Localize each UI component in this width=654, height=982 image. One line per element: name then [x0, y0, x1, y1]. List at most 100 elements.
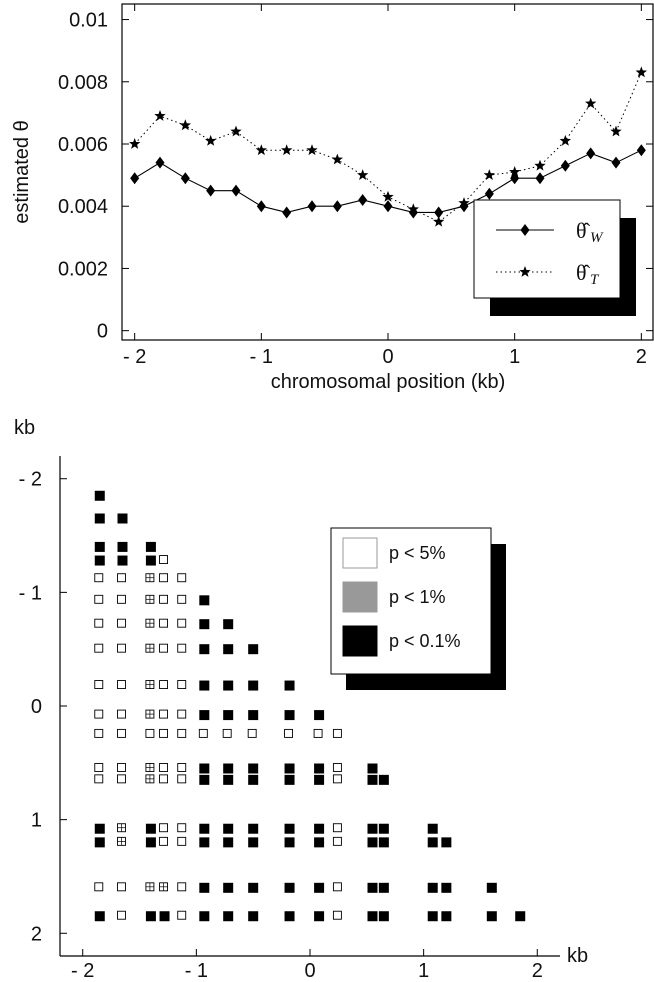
ld-cell-p01: [284, 763, 295, 774]
ld-cell-p5: [94, 594, 104, 604]
ld-cell-p5: [117, 618, 126, 628]
ld-cell-p01: [427, 882, 438, 893]
diamond-marker: [231, 184, 241, 197]
diamond-marker: [206, 184, 216, 197]
ld-cell-p5: [332, 882, 342, 892]
star-marker: [357, 169, 369, 180]
ld-cell-p5: [177, 728, 187, 738]
diamond-marker: [434, 206, 444, 219]
ld-cell-p5: [332, 910, 342, 920]
ld-cell-p01: [441, 837, 452, 848]
ld-cell-p5: [177, 836, 187, 846]
ld-cell-p01: [248, 644, 259, 655]
ld-cell-p5: [117, 573, 126, 583]
legend-swatch: [342, 625, 378, 657]
ld-cell-p01: [378, 823, 389, 834]
diamond-marker: [586, 147, 596, 160]
ld-cell-p01: [199, 763, 210, 774]
ld-cell-p5: [145, 728, 155, 738]
star-marker: [483, 169, 495, 180]
star-marker: [534, 159, 546, 171]
ld-cell-p01: [223, 837, 234, 848]
legend-label: p < 1%: [389, 587, 446, 607]
star-marker: [306, 144, 318, 156]
ld-cell-p01: [367, 882, 378, 893]
star-marker: [610, 125, 622, 137]
ld-cell-p01: [378, 774, 389, 785]
ld-cell-p01: [117, 513, 128, 524]
y-axis-label: kb: [14, 417, 35, 439]
diamond-marker: [611, 156, 621, 169]
ld-cell-p5: [159, 594, 168, 604]
x-tick-label: - 1: [185, 960, 208, 982]
ld-cell-p5: [198, 728, 208, 738]
ld-cell-p5: [159, 728, 168, 738]
ld-cell-p5: [117, 910, 126, 920]
ld-cell-p01: [223, 644, 234, 655]
ld-cell-p01: [367, 911, 378, 922]
ld-cell-p01: [248, 774, 259, 785]
ld-cell-p5: [177, 763, 187, 772]
x-tick-label: 1: [509, 346, 520, 368]
ld-cell-p01: [284, 710, 295, 721]
diamond-marker: [636, 144, 646, 157]
ld-cell-p01: [94, 555, 105, 566]
x-tick-label: 0: [382, 346, 393, 368]
ld-cell-p5: [117, 643, 126, 653]
star-marker: [407, 203, 419, 215]
ld-cell-p5: [332, 763, 342, 772]
ld-cell-p5: [177, 709, 187, 719]
ld-cell-p01: [427, 823, 438, 834]
legend-label: p < 0.1%: [389, 631, 461, 651]
ld-cell-p01: [378, 911, 389, 922]
ld-cell-p5: [159, 709, 168, 719]
ld-cell-p5: [159, 643, 168, 653]
ld-cell-p01: [223, 882, 234, 893]
y-tick-label: 2: [31, 923, 42, 945]
diamond-marker: [383, 200, 393, 213]
legend: θ̂ Wθ̂ T: [473, 199, 636, 316]
ld-cell-p5: [159, 836, 168, 846]
y-tick-label: 0: [31, 696, 42, 718]
ld-cell-p01: [284, 882, 295, 893]
ld-cell-p01: [486, 911, 497, 922]
ld-cell-p5: [159, 823, 168, 833]
ld-cell-p01: [94, 911, 105, 922]
ld-cell-p01: [145, 911, 156, 922]
ld-cell-p5: [159, 680, 168, 689]
ld-cell-p01: [94, 823, 105, 834]
y-axis-label: estimated θ: [11, 120, 33, 223]
star-marker: [129, 138, 141, 149]
ld-cell-p5: [159, 555, 168, 564]
ld-cell-p01: [199, 823, 210, 834]
diamond-marker: [256, 200, 266, 213]
star-marker: [585, 97, 597, 109]
diamond-marker: [560, 159, 570, 172]
ld-cell-p01: [314, 911, 325, 922]
ld-cell-p01: [199, 774, 210, 785]
y-tick-label: 0.01: [69, 10, 108, 32]
ld-cell-p01: [223, 619, 234, 630]
star-marker: [230, 125, 242, 137]
diamond-marker: [130, 172, 140, 185]
diamond-marker: [282, 206, 292, 219]
ld-cell-p5: [332, 774, 342, 784]
ld-cell-p5: [159, 618, 168, 628]
ld-cell-p01: [284, 774, 295, 785]
ld-cell-p01: [441, 882, 452, 893]
ld-cell-p01: [248, 823, 259, 834]
tick-layer: - 2 - 1 0 1 2 - 2 - 1 0 1 2: [19, 469, 543, 982]
ld-cell-p5: [332, 823, 342, 833]
diamond-marker: [155, 156, 165, 169]
cells-layer: [94, 490, 526, 922]
diamond-marker: [307, 200, 317, 213]
ld-cell-p5: [117, 680, 126, 689]
ld-cell-p01: [145, 555, 156, 566]
star-marker: [205, 134, 217, 146]
ld-cell-p5: [94, 709, 104, 719]
ld-cell-p5: [94, 643, 104, 653]
legend-star-marker: [519, 266, 531, 277]
legend-subscript: T: [590, 272, 600, 288]
star-marker: [635, 66, 647, 78]
ld-cell-p01: [367, 823, 378, 834]
